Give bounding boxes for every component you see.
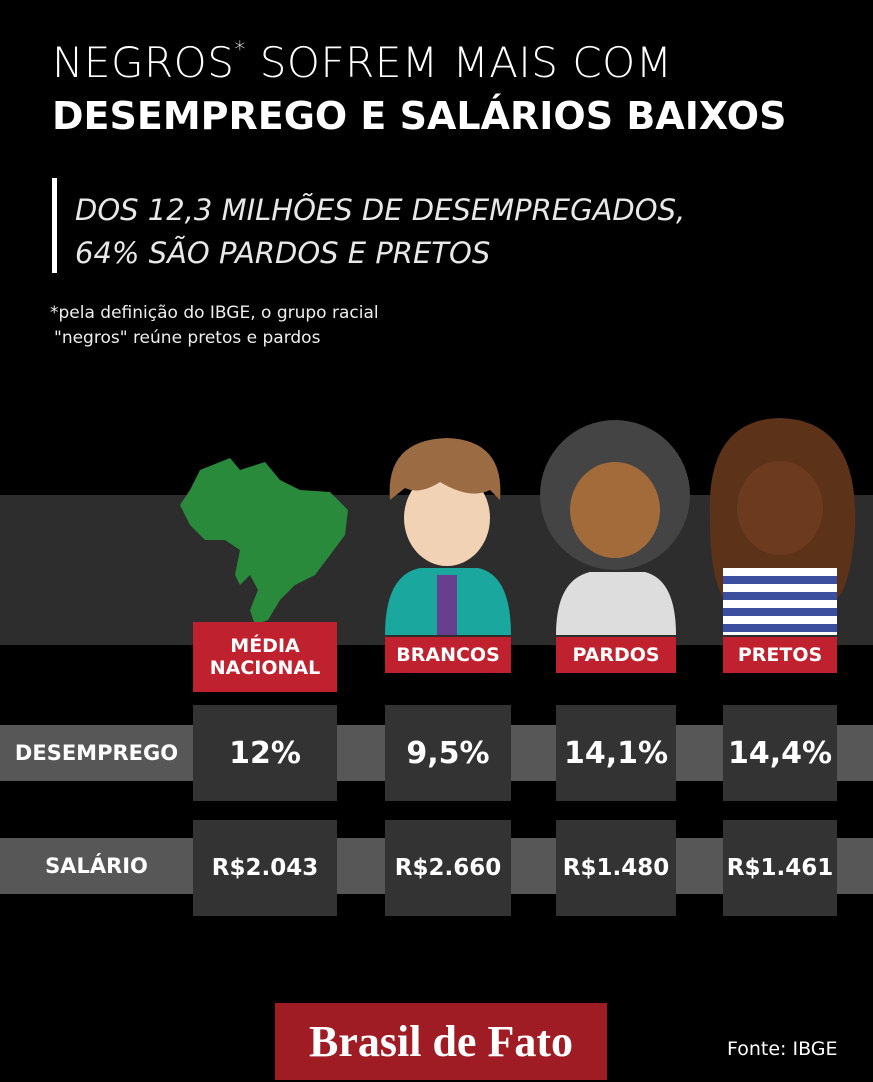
subtitle: 64% SÃO PARDOS E PRETOS (75, 236, 491, 270)
row-label: SALÁRIO (45, 854, 148, 878)
column-header: PARDOS (556, 637, 676, 673)
column-header-line: BRANCOS (396, 644, 500, 666)
table-cell: 9,5% (385, 705, 511, 801)
column-header-line: PRETOS (737, 644, 823, 666)
footnote: "negros" reúne pretos e pardos (54, 328, 321, 348)
title: DESEMPREGO E SALÁRIOS BAIXOS (52, 94, 787, 138)
table-cell: R$2.043 (193, 820, 337, 916)
table-cell: 12% (193, 705, 337, 801)
row-label: DESEMPREGO (14, 741, 179, 765)
logo: Brasil de Fato (275, 1003, 607, 1080)
table-cell: R$1.480 (556, 820, 676, 916)
title: NEGROS* SOFREM MAIS COM (52, 38, 673, 87)
column-header-line: PARDOS (572, 644, 660, 666)
source: Fonte: IBGE (727, 1038, 838, 1060)
table-cell: R$1.461 (723, 820, 837, 916)
column-header-line: MÉDIA (230, 635, 300, 657)
column-header: PRETOS (723, 637, 837, 673)
footnote: *pela definição do IBGE, o grupo racial (50, 303, 379, 323)
table-cell: 14,1% (556, 705, 676, 801)
table-cell: R$2.660 (385, 820, 511, 916)
subtitle: DOS 12,3 MILHÕES DE DESEMPREGADOS, (75, 193, 686, 227)
column-header-line: NACIONAL (209, 657, 321, 679)
column-header: BRANCOS (385, 637, 511, 673)
table-cell: 14,4% (723, 705, 837, 801)
column-header: MÉDIA NACIONAL (193, 622, 337, 692)
